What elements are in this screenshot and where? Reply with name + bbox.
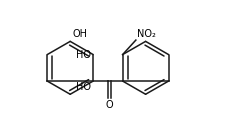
Text: O: O [106,100,113,110]
Text: HO: HO [76,82,91,92]
Text: OH: OH [73,29,87,39]
Text: NO₂: NO₂ [137,29,156,39]
Text: HO: HO [76,50,91,60]
